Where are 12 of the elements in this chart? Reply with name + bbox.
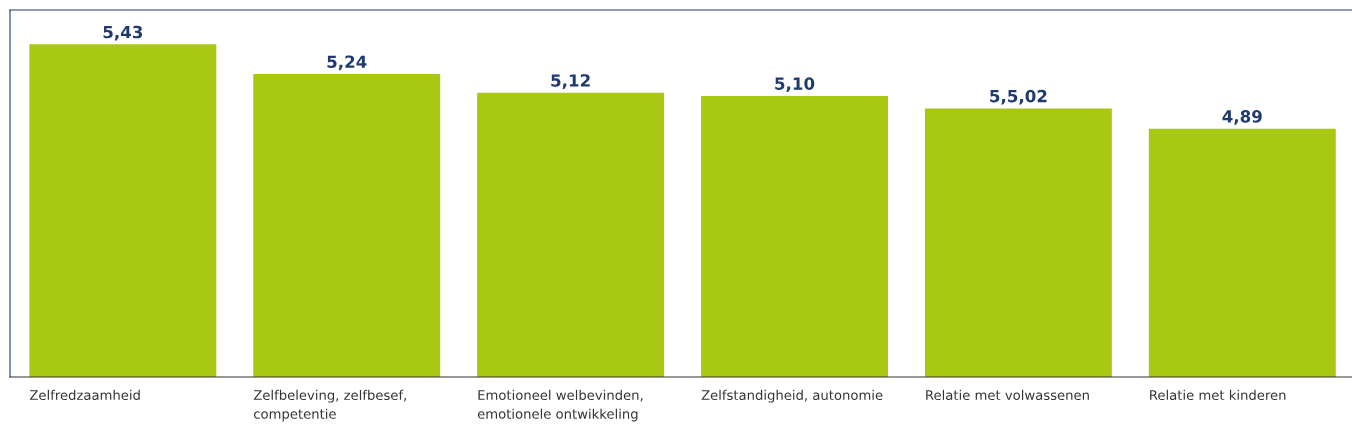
- data-label: 5,12: [551, 74, 590, 89]
- x-tick-label: Zelfstandigheid, autonomie: [701, 389, 883, 403]
- x-tick-label: Relatie met kinderen: [1150, 389, 1286, 401]
- x-tick-label: Emotioneel welbevinden, emotionele ontwikkeling: [477, 389, 643, 422]
- data-label: 5,24: [327, 55, 367, 71]
- x-tick-label: Zelfredzaamheid: [29, 389, 140, 401]
- data-label: 5,10: [775, 77, 815, 93]
- data-label: 5,43: [103, 25, 143, 41]
- data-label: 5,5,02: [990, 89, 1047, 105]
- x-tick-label: Relatie met volwassenen: [926, 389, 1089, 401]
- x-tick-label: Zelfbeleving, zelfbesef, competentie: [253, 389, 406, 422]
- data-label: 4,89: [1222, 110, 1262, 125]
